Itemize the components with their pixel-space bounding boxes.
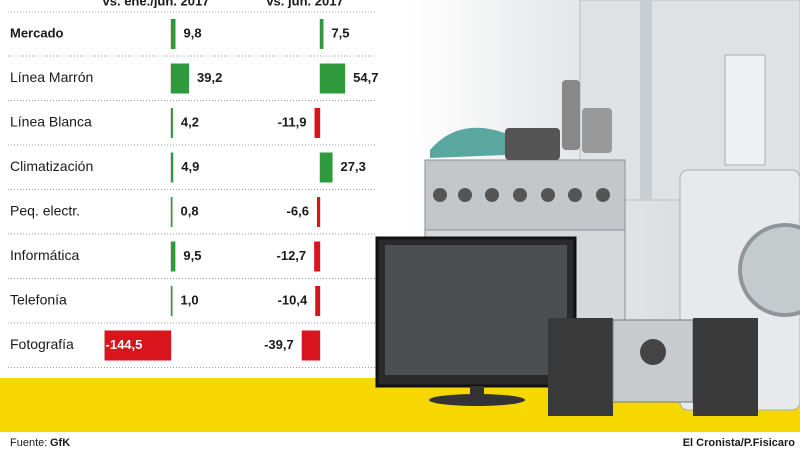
bar: [171, 152, 174, 183]
value-label: -12,7: [277, 248, 307, 263]
source: GfK: [50, 437, 70, 449]
row-label: Mercado: [10, 25, 64, 40]
value-label: 9,5: [183, 248, 201, 263]
value-label: 54,7: [353, 70, 378, 85]
value-label: 7,5: [331, 25, 349, 40]
credit: El Cronista/P.Fisicaro: [683, 437, 796, 449]
value-label: -11,9: [278, 114, 307, 129]
bar: [171, 19, 176, 49]
bar: [320, 63, 346, 94]
row-label: Peq. electr.: [10, 203, 80, 219]
footer-strip: [0, 432, 800, 450]
row-label: Fotografía: [10, 336, 74, 352]
bar: [315, 286, 320, 316]
bar: [320, 152, 333, 183]
value-label: 4,9: [181, 159, 199, 174]
bar: [171, 63, 190, 94]
value-label: 27,3: [341, 159, 366, 174]
value-label: 1,0: [181, 292, 199, 307]
row-label: Línea Marrón: [10, 69, 93, 85]
value-label: 0,8: [181, 203, 199, 218]
bar: [301, 330, 320, 361]
bar: [320, 19, 324, 49]
row-label: Telefonía: [10, 292, 67, 308]
row-label: Informática: [10, 247, 79, 263]
appliances: [375, 0, 800, 416]
bar: [171, 286, 173, 316]
bar: [171, 197, 173, 227]
bar: [314, 108, 320, 138]
value-label: -10,4: [278, 292, 308, 307]
source-label: Fuente:: [10, 437, 47, 449]
column-header: vs. jun. 2017: [266, 0, 343, 8]
value-label: -39,7: [264, 337, 294, 352]
bar: [314, 241, 320, 272]
bar: [316, 197, 320, 227]
value-label: 9,8: [184, 25, 202, 40]
bar: [171, 241, 176, 272]
row-label: Climatización: [10, 158, 93, 174]
bar: [104, 330, 171, 361]
value-label: 39,2: [197, 70, 222, 85]
value-label: -144,5: [106, 337, 143, 352]
value-label: 4,2: [181, 114, 199, 129]
value-label: -6,6: [287, 203, 309, 218]
column-header: vs. ene./jun. 2017: [103, 0, 210, 8]
row-label: Línea Blanca: [10, 114, 92, 130]
bar: [171, 108, 173, 138]
